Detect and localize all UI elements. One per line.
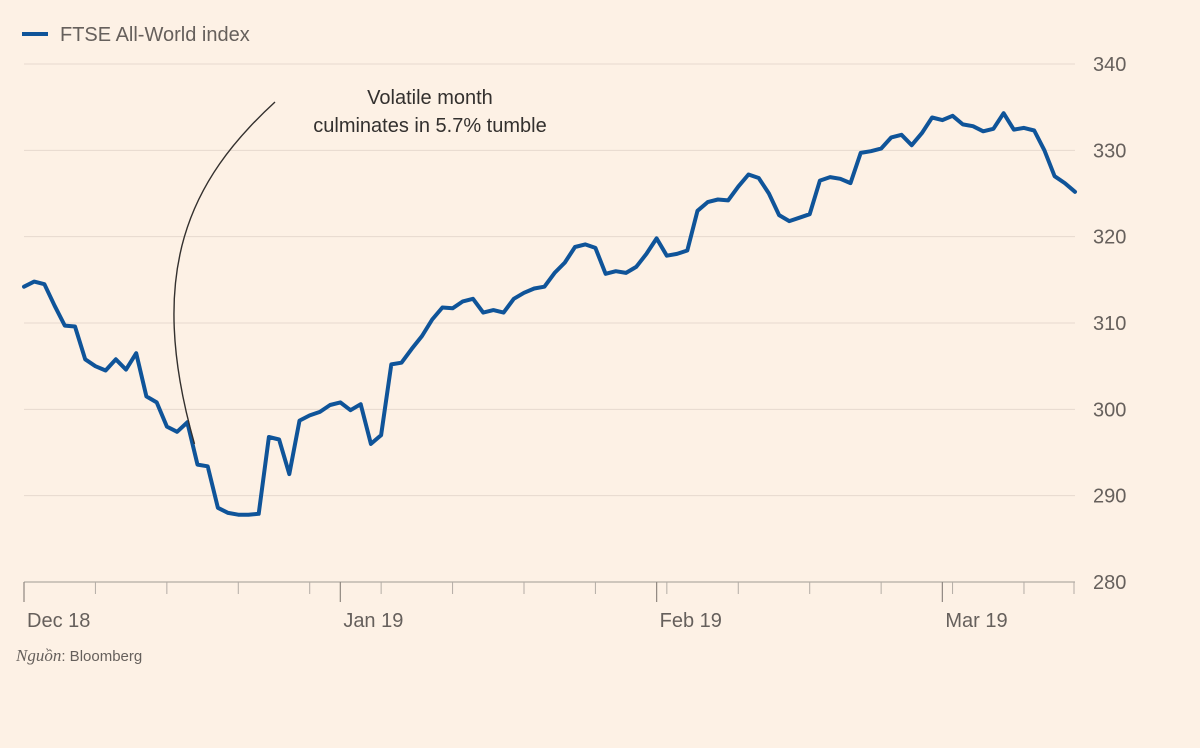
x-tick-label: Jan 19 <box>343 610 403 632</box>
y-tick-label: 320 <box>1093 227 1126 249</box>
annotation-text: culminates in 5.7% tumble <box>313 115 546 137</box>
annotation-leader-line <box>173 101 276 445</box>
y-tick-label: 330 <box>1093 140 1126 162</box>
y-tick-label: 340 <box>1093 54 1126 76</box>
y-tick-label: 310 <box>1093 313 1126 335</box>
series-line <box>22 111 1077 517</box>
source-note: Nguồn: Bloomberg <box>16 646 142 666</box>
legend-label: FTSE All-World index <box>60 24 250 46</box>
source-separator: : <box>61 648 66 665</box>
source-text: Bloomberg <box>65 648 143 665</box>
annotation-text: Volatile month <box>367 87 493 109</box>
y-tick-label: 290 <box>1093 486 1126 508</box>
series-lines <box>22 111 1077 517</box>
x-tick-label: Feb 19 <box>660 610 722 632</box>
annotation: Volatile month culminates in 5.7% tumble <box>173 87 547 445</box>
legend: FTSE All-World index <box>22 24 250 46</box>
y-axis: 280 290 300 310 320 330 340 <box>1093 54 1126 594</box>
line-chart: Dec 18 Jan 19 Feb 19 Mar 19 280 290 300 310 320… <box>22 24 1126 632</box>
x-tick-label: Mar 19 <box>945 610 1007 632</box>
legend-swatch <box>22 32 48 36</box>
source-prefix: Nguồn <box>16 646 62 665</box>
x-axis: Dec 18 Jan 19 Feb 19 Mar 19 <box>23 582 1075 632</box>
x-tick-label: Dec 18 <box>27 610 90 632</box>
y-tick-label: 300 <box>1093 399 1126 421</box>
gridlines <box>24 63 1075 583</box>
y-tick-label: 280 <box>1093 572 1126 594</box>
